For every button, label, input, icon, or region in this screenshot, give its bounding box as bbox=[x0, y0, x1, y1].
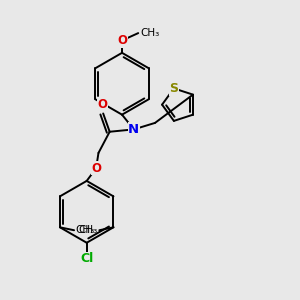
Text: Cl: Cl bbox=[80, 252, 93, 265]
Text: O: O bbox=[98, 98, 108, 111]
Text: CH₃: CH₃ bbox=[141, 28, 160, 38]
Text: CH₃: CH₃ bbox=[76, 225, 95, 235]
Text: O: O bbox=[91, 162, 101, 175]
Text: O: O bbox=[117, 34, 127, 47]
Text: N: N bbox=[128, 123, 140, 136]
Text: S: S bbox=[169, 82, 178, 95]
Text: CH₃: CH₃ bbox=[79, 225, 98, 235]
